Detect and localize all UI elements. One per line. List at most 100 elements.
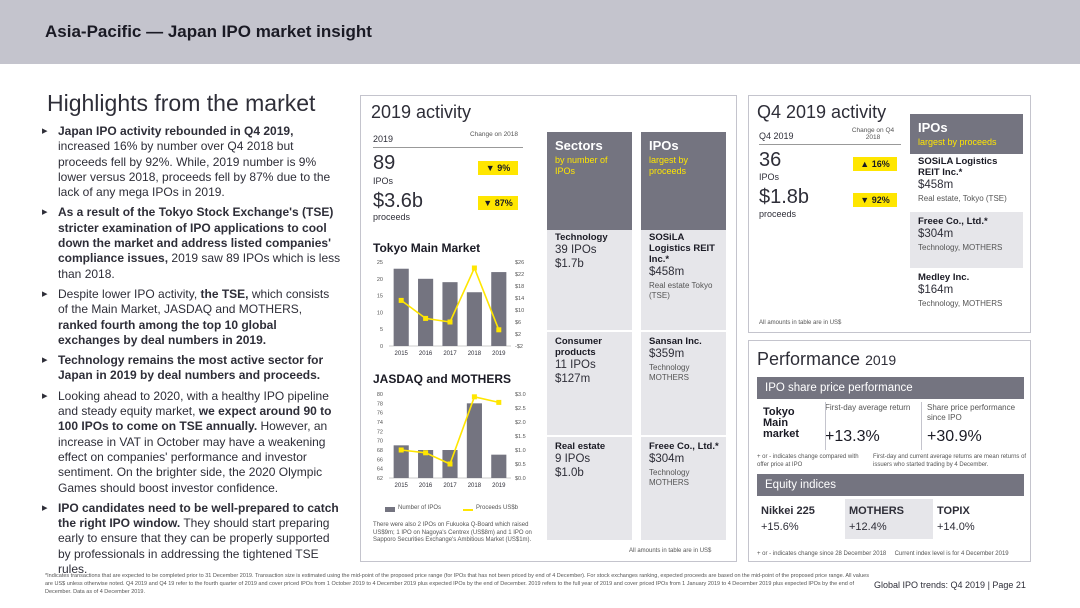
- bullet-6: IPO candidates need to be well-prepared …: [42, 501, 342, 577]
- y-tick-right: $2: [515, 332, 521, 338]
- bullet-5: Looking ahead to 2020, with a healthy IP…: [42, 389, 342, 496]
- proceeds-point: [471, 265, 477, 271]
- y-tick-left: 70: [377, 439, 383, 445]
- first-day-head: First-day average return: [825, 403, 911, 412]
- ipos-header: IPOs largest by proceeds: [641, 132, 726, 230]
- x-tick-label: 2017: [443, 483, 457, 489]
- y-tick-left: 64: [377, 467, 383, 473]
- share-price-head: IPO share price performance: [757, 377, 1024, 399]
- index-mothers: MOTHERS +12.4%: [845, 499, 933, 539]
- ipos-label: IPOs: [373, 176, 394, 186]
- x-tick-label: 2016: [419, 483, 433, 489]
- chart-tokyo-main: 0 5 10 15 20 25 -$2 $2 $6 $10 $14 $18 $22 $26 2015 2016…: [377, 260, 524, 357]
- q4-change-label: Change on Q4 2018: [851, 127, 895, 141]
- x-tick-label: 2015: [395, 351, 409, 357]
- divider: [641, 435, 726, 437]
- y-tick-left: 62: [377, 476, 383, 482]
- perf-note-2: First-day and current average returns ar…: [873, 454, 1027, 468]
- y-tick-left: 0: [380, 344, 383, 350]
- first-day-value: +13.3%: [825, 428, 880, 445]
- y-tick-left: 10: [377, 310, 383, 316]
- y-tick-right: $6: [515, 320, 521, 326]
- ipos-sub: largest by proceeds: [649, 155, 689, 176]
- proceeds-point: [398, 447, 404, 453]
- legend-ipos: Number of IPOs: [398, 505, 442, 511]
- divider: [373, 147, 523, 148]
- y-tick-left: 72: [377, 429, 383, 435]
- equity-indices-head: Equity indices: [757, 474, 1024, 496]
- q4-title: Q4 2019 activity: [757, 102, 887, 122]
- index-nikkei: Nikkei 225 +15.6%: [761, 505, 815, 533]
- chart-legend: Number of IPOs Proceeds US$b: [375, 505, 535, 515]
- divider: [641, 330, 726, 332]
- header-bar: Asia-Pacific — Japan IPO market insight: [0, 0, 1080, 64]
- bar: [442, 282, 458, 346]
- y-tick-right: $2.0: [515, 420, 526, 426]
- y-tick-left: 76: [377, 411, 383, 417]
- y-tick-left: 5: [380, 327, 383, 333]
- y-tick-right: $3.0: [515, 392, 526, 398]
- q4-ipos-count: 36: [759, 149, 782, 171]
- bar: [491, 272, 507, 346]
- bullet-2: As a result of the Tokyo Stock Exchange'…: [42, 205, 342, 281]
- down-arrow-icon: ▼: [483, 198, 495, 208]
- bar: [393, 268, 409, 346]
- q4-proceeds-label: proceeds: [759, 209, 797, 219]
- performance-panel: Performance 2019 IPO share price perform…: [748, 340, 1031, 562]
- q4-ipo-item-1: SOSiLA Logistics REIT Inc.* $458m Real e…: [918, 156, 1007, 203]
- ipo-entry: SOSiLA Logistics REIT Inc.* $458m Real e…: [649, 232, 715, 300]
- performance-title: Performance 2019: [757, 349, 897, 369]
- since-ipo-head: Share price performance since IPO: [927, 403, 1016, 422]
- market-label: Tokyo Main market: [763, 406, 800, 440]
- since-ipo-value: +30.9%: [927, 428, 982, 445]
- y-tick-right: $0.5: [515, 462, 526, 468]
- q4-ipos-sub: largest by proceeds: [918, 137, 997, 147]
- divider: [547, 435, 632, 437]
- perf-footnote: + or - indicates change since 28 Decembe…: [757, 551, 1009, 557]
- page-title: Asia-Pacific — Japan IPO market insight: [45, 22, 372, 41]
- divider: [921, 402, 922, 450]
- y-tick-left: 74: [377, 420, 383, 426]
- bar: [466, 292, 482, 346]
- proceeds-point: [423, 450, 429, 456]
- bullet-4: Technology remains the most active secto…: [42, 353, 342, 384]
- chart-tokyo-title: Tokyo Main Market: [373, 241, 481, 255]
- proceeds-point: [398, 297, 404, 303]
- legend-bar-swatch: [385, 507, 395, 512]
- down-arrow-icon: ▼: [860, 195, 872, 205]
- q4-ipos-change-badge: ▲ 16%: [853, 157, 897, 171]
- y-tick-left: 25: [377, 260, 383, 266]
- q4-ipo-item-3: Medley Inc. $164m Technology, MOTHERS: [918, 272, 1003, 308]
- y-tick-right: $26: [515, 260, 524, 266]
- exchange-note: There were also 2 IPOs on Fukuoka Q-Boar…: [373, 522, 532, 543]
- y-tick-right: $10: [515, 308, 524, 314]
- change-label: Change on 2018: [469, 131, 519, 138]
- proceeds-point: [447, 461, 453, 467]
- bullet-1: Japan IPO activity rebounded in Q4 2019,…: [42, 124, 342, 200]
- ipos-head: IPOs: [649, 138, 679, 153]
- ipos-count: 89: [373, 152, 396, 174]
- y-tick-left: 78: [377, 401, 383, 407]
- index-topix: TOPIX +14.0%: [937, 505, 975, 533]
- y-tick-right: $14: [515, 296, 524, 302]
- x-tick-label: 2018: [468, 351, 482, 357]
- ipo-entry: Sansan Inc. $359m Technology MOTHERS: [649, 336, 702, 382]
- q4-ipos-label: IPOs: [759, 172, 780, 182]
- x-tick-label: 2016: [419, 351, 433, 357]
- sectors-header: Sectors by number of IPOs: [547, 132, 632, 230]
- x-tick-label: 2015: [395, 483, 409, 489]
- y-tick-right: $0.0: [515, 476, 526, 482]
- y-tick-left: 20: [377, 277, 383, 283]
- bar: [393, 445, 409, 478]
- perf-note-1: + or - indicates change compared with of…: [757, 454, 859, 468]
- highlights-title: Highlights from the market: [47, 90, 316, 116]
- bullet-3: Despite lower IPO activity, the TSE, whi…: [42, 287, 342, 348]
- proceeds-point: [423, 315, 429, 321]
- page-footer: Global IPO trends: Q4 2019 | Page 21: [874, 580, 1026, 590]
- highlights-list: Japan IPO activity rebounded in Q4 2019,…: [42, 124, 342, 582]
- y-tick-left: 68: [377, 448, 383, 454]
- ipos-change-badge: ▼ 9%: [478, 161, 518, 175]
- q4-period-label: Q4 2019: [759, 131, 794, 141]
- divider: [547, 330, 632, 332]
- proceeds-label: proceeds: [373, 212, 411, 222]
